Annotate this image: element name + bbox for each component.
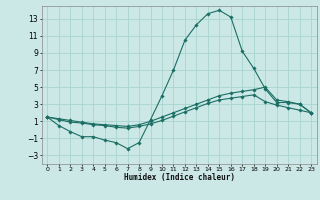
X-axis label: Humidex (Indice chaleur): Humidex (Indice chaleur)	[124, 173, 235, 182]
